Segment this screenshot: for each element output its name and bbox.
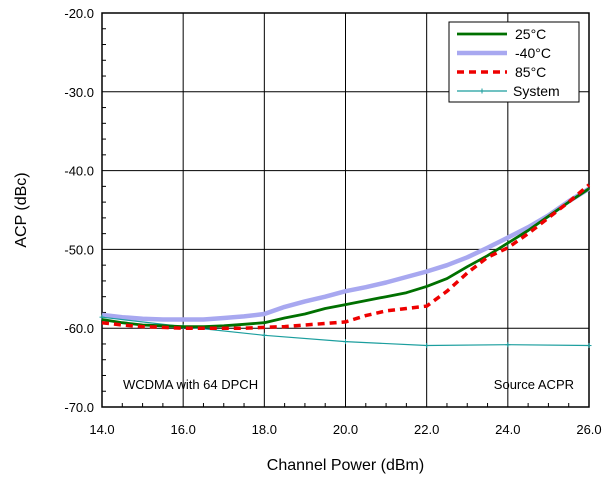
- x-tick-label: 26.0: [576, 422, 601, 437]
- legend-label--40c: -40°C: [515, 45, 551, 61]
- plot-frame: [101, 12, 590, 408]
- y-tick-label: -40.0: [64, 164, 94, 179]
- x-axis-title: Channel Power (dBm): [267, 457, 424, 474]
- y-tick-label: -30.0: [64, 85, 94, 100]
- legend-label-85c: 85°C: [515, 64, 546, 80]
- legend-label-25c: 25°C: [515, 26, 546, 42]
- series-layer: [99, 183, 592, 349]
- legend-label-system: System: [513, 83, 560, 99]
- y-tick-label: -20.0: [64, 6, 94, 21]
- y-tick-label: -70.0: [64, 400, 94, 415]
- x-tick-label: 20.0: [333, 422, 358, 437]
- x-tick-label: 22.0: [414, 422, 439, 437]
- y-axis-title: ACP (dBc): [13, 172, 30, 247]
- x-tick-label: 16.0: [171, 422, 196, 437]
- x-tick-label: 24.0: [495, 422, 520, 437]
- grid-lines: [102, 13, 589, 407]
- series-line-85c: [101, 183, 591, 330]
- series-line-25c: [101, 187, 590, 329]
- x-tick-label: 14.0: [89, 422, 114, 437]
- annotation-source-acpr: Source ACPR: [494, 377, 574, 392]
- y-tick-labels: -20.0 -30.0 -40.0 -50.0 -60.0 -70.0: [64, 6, 94, 415]
- series-line--40c: [101, 186, 591, 322]
- annotation-wcdma: WCDMA with 64 DPCH: [123, 377, 258, 392]
- x-tick-label: 18.0: [252, 422, 277, 437]
- y-tick-label: -60.0: [64, 321, 94, 336]
- legend: 25°C -40°C 85°C System: [448, 21, 580, 103]
- x-tick-labels: 14.0 16.0 18.0 20.0 22.0 24.0 26.0: [89, 422, 601, 437]
- y-tick-label: -50.0: [64, 242, 94, 257]
